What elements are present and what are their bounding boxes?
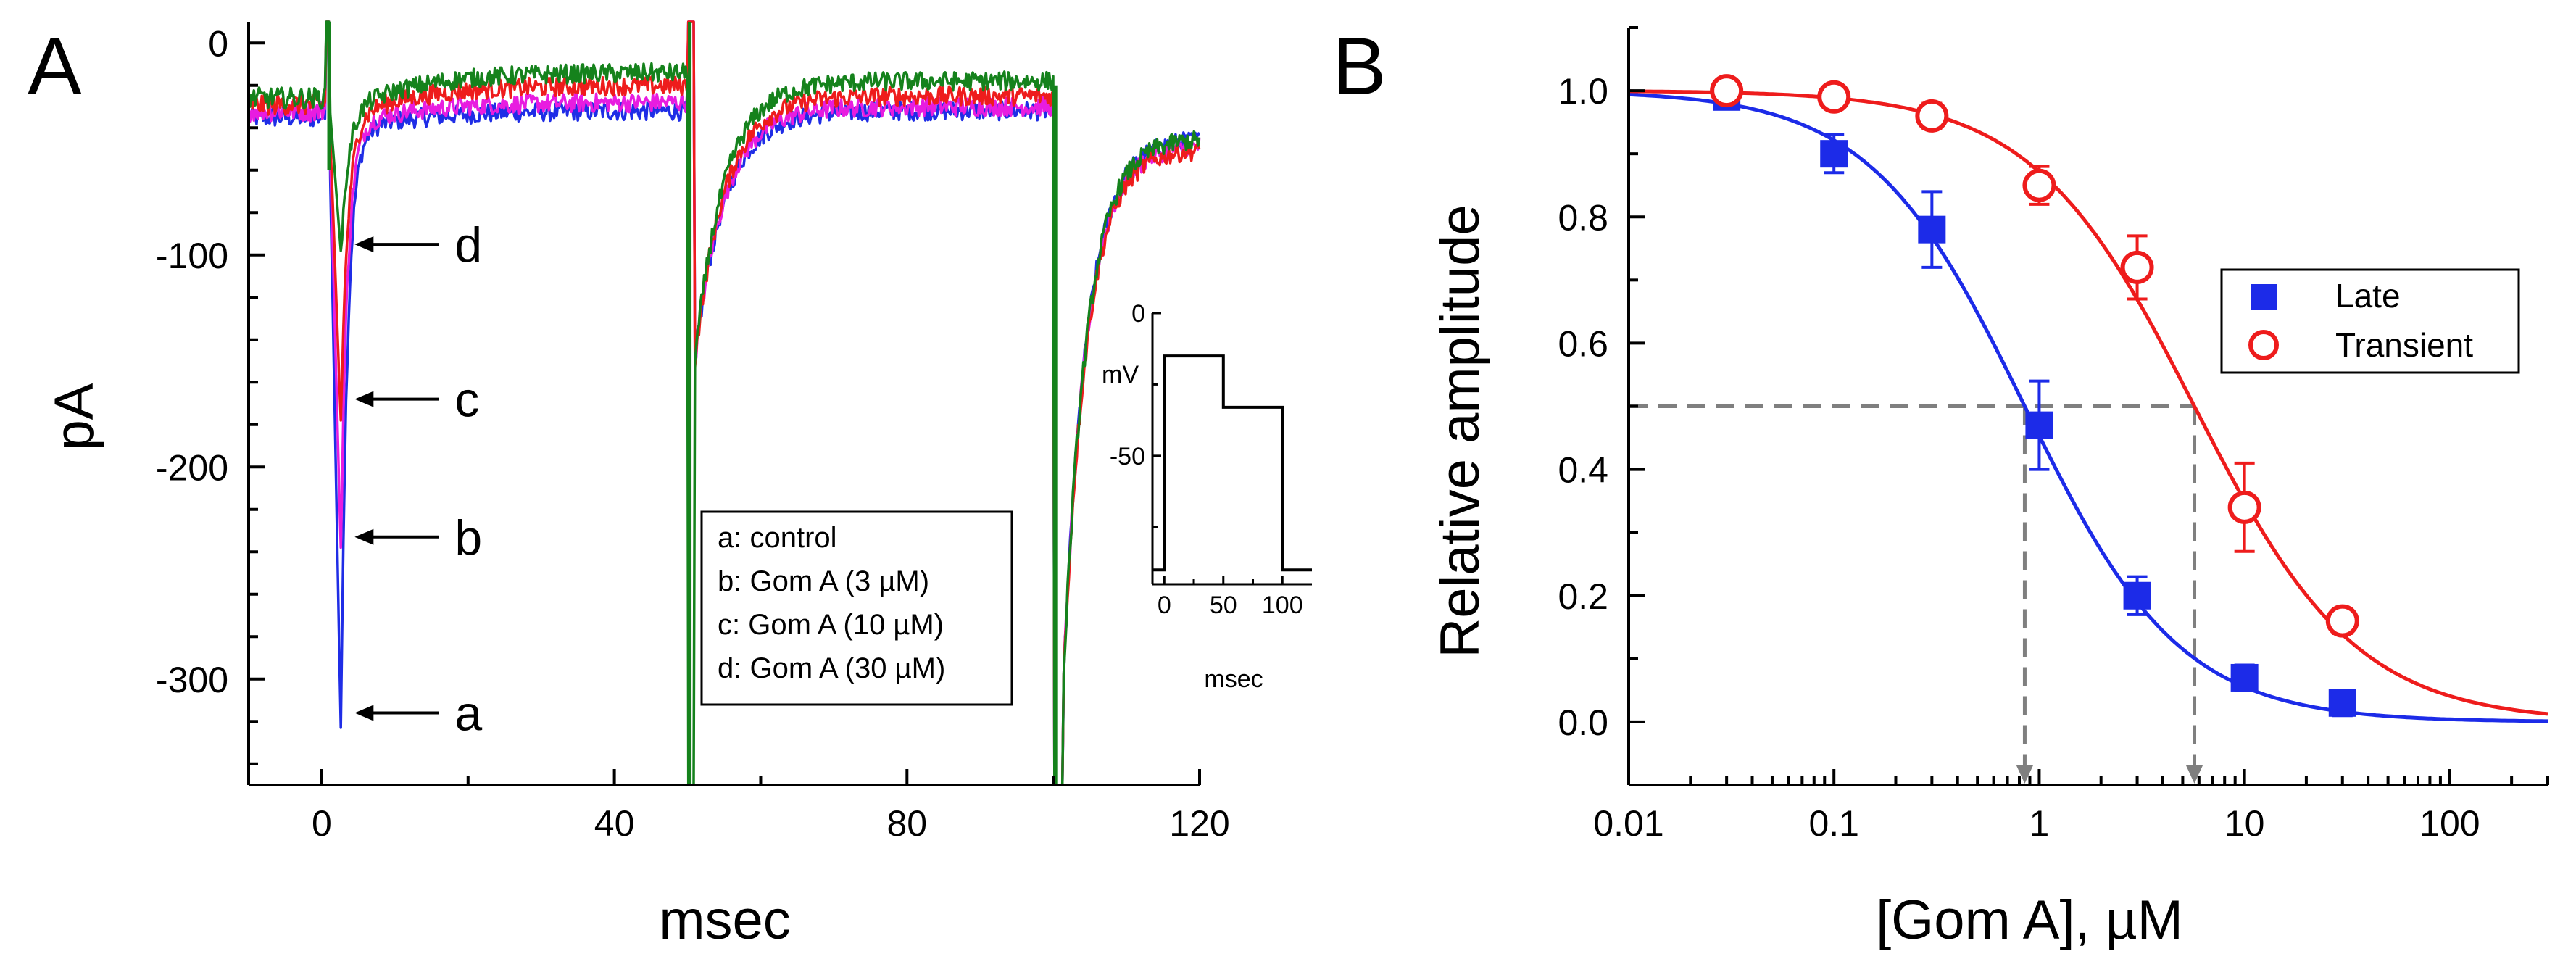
data-point-late: [2025, 411, 2053, 439]
panel-b-legend: Late Transient: [2220, 268, 2520, 374]
data-point-late: [2123, 581, 2151, 610]
panel-a-xtick-label: 40: [594, 803, 635, 844]
panel-a-legend: a: control b: Gom A (3 µM) c: Gom A (10 …: [700, 510, 1013, 706]
data-point-late: [2230, 663, 2259, 692]
legend-entry-c: c: Gom A (10 µM): [718, 609, 944, 641]
panel-a-axes: [247, 22, 1201, 786]
panel-a-xtick-label: 0: [312, 803, 332, 844]
panel-b-axes: [1627, 26, 2549, 786]
panel-b-xtick-label: 1: [2029, 803, 2050, 844]
panel-a-ylabel: pA: [43, 383, 105, 450]
legend-entry-b: b: Gom A (3 µM): [718, 565, 929, 597]
legend-transient-marker: [2248, 330, 2279, 360]
panel-b-ytick-label: 0.2: [1558, 576, 1608, 617]
panel-a-xtick-label: 120: [1169, 803, 1229, 844]
annotation-d-label: d: [454, 217, 482, 273]
panel-a-ytick-label: -200: [156, 447, 228, 488]
panel-a-ytick-label: -300: [156, 660, 228, 700]
data-point-transient: [2120, 250, 2154, 284]
panel-b-ylabel: Relative amplitude: [1429, 204, 1491, 657]
panel-b-ytick-label: 1.0: [1558, 71, 1608, 112]
inset-xtick-label: 100: [1262, 591, 1303, 619]
legend-entry-a: a: control: [718, 522, 837, 554]
panel-b-label: B: [1332, 21, 1387, 112]
panel-a-ytick-label: 0: [208, 23, 228, 64]
annotation-d: d: [354, 217, 482, 273]
panel-b-ytick-label: 0.6: [1558, 323, 1608, 364]
inset-xtick-label: 0: [1158, 591, 1171, 619]
inset-ytick-label: 0: [1131, 300, 1145, 328]
panel-b-ytick-labels: 0.0 0.2 0.4 0.6 0.8 1.0: [1558, 71, 1608, 743]
panel-b-ytick-label: 0.0: [1558, 702, 1608, 743]
annotation-a: a: [354, 686, 482, 742]
inset-ylabel: mV: [1102, 361, 1139, 389]
legend-late-marker: [2251, 284, 2277, 310]
data-point-transient: [1817, 80, 1851, 114]
panel-b-xtick-label: 10: [2224, 803, 2265, 844]
inset-xlabel: msec: [1204, 665, 1263, 693]
trace-line: [247, 20, 1201, 786]
panel-a-xtick-label: 80: [886, 803, 927, 844]
annotation-arrowhead: [354, 705, 374, 721]
panel-b-points: [1710, 74, 2359, 718]
panel-a-inset: 0 -50 0 50 100 mV msec: [1102, 300, 1312, 693]
annotation-a-label: a: [454, 686, 482, 742]
panel-b-xtick-label: 0.01: [1593, 803, 1663, 844]
panel-b-reference-lines: [1629, 404, 2203, 784]
panel-b-xtick-label: 0.1: [1808, 803, 1859, 844]
panel-a-traces: [247, 20, 1201, 786]
data-point-late: [1918, 215, 1946, 244]
annotation-arrowhead: [354, 528, 374, 545]
legend-entry-d: d: Gom A (30 µM): [718, 652, 945, 684]
annotation-arrowhead: [354, 391, 374, 407]
panel-b-ytick-label: 0.8: [1558, 197, 1608, 238]
panel-b-xtick-label: 100: [2419, 803, 2480, 844]
legend-late-label: Late: [2335, 277, 2401, 315]
reference-arrowhead: [2016, 765, 2034, 784]
annotation-arrowhead: [354, 236, 374, 253]
fit-curve: [1629, 89, 2548, 716]
panel-a-legend-box: [700, 510, 1013, 706]
inset-voltage-protocol: [1152, 354, 1312, 572]
data-point-transient: [1915, 99, 1949, 133]
panel-a-ytick-label: -100: [156, 236, 228, 276]
annotation-b-label: b: [454, 510, 482, 565]
data-point-late: [2328, 689, 2356, 717]
data-point-transient: [2227, 490, 2261, 524]
data-point-late: [1820, 140, 1848, 168]
inset-xtick-label: 50: [1210, 591, 1237, 619]
panel-b-xlabel: [Gom A], µM: [1876, 889, 2183, 951]
annotation-b: b: [354, 510, 482, 565]
panel-b-fit-curves: [1628, 89, 2548, 723]
legend-transient-label: Transient: [2335, 326, 2473, 364]
panel-a-xtick-labels: 0 40 80 120: [312, 803, 1230, 844]
data-point-transient: [2022, 168, 2056, 202]
inset-ytick-label: -50: [1110, 443, 1145, 470]
annotation-c-label: c: [454, 373, 479, 428]
data-point-transient: [1710, 74, 1744, 108]
panel-a-label: A: [28, 21, 82, 112]
panel-b: B Relative amplitude [Gom A], µM 0.01 0.…: [1332, 21, 2549, 951]
reference-arrowhead: [2185, 765, 2203, 784]
panel-b-xtick-labels: 0.01 0.1 1 10 100: [1593, 803, 2480, 844]
fit-curve: [1628, 92, 2548, 723]
panel-a-ytick-labels: 0 -100 -200 -300: [156, 23, 228, 700]
panel-a-xlabel: msec: [659, 889, 791, 951]
inset-axes: [1151, 312, 1312, 586]
panel-a: A pA msec 0 40 80 120 0 -100 -200 -300 d…: [28, 20, 1312, 951]
panel-a-annotations: d c b a: [354, 217, 482, 742]
annotation-c: c: [354, 373, 479, 428]
data-point-transient: [2325, 604, 2359, 638]
panel-b-ytick-label: 0.4: [1558, 450, 1608, 491]
